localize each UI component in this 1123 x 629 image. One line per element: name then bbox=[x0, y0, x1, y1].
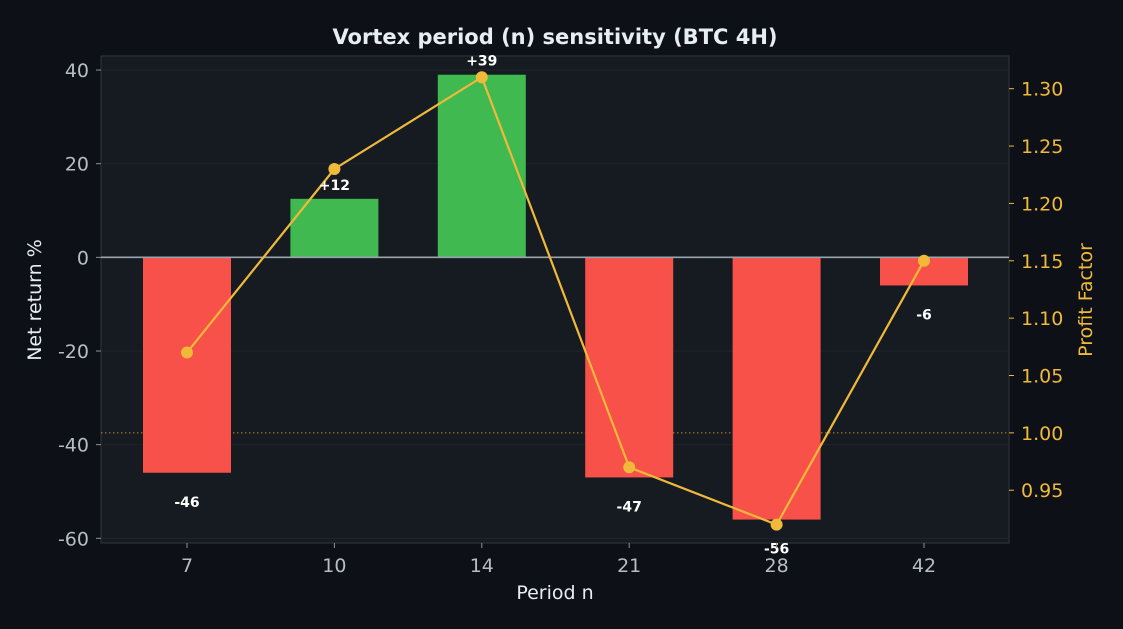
bar-data-label: -46 bbox=[174, 495, 199, 511]
x-tick-label: 21 bbox=[617, 555, 641, 577]
x-tick-label: 28 bbox=[765, 555, 789, 577]
bar-series bbox=[143, 74, 968, 520]
bar bbox=[290, 198, 379, 258]
y-tick-label: 20 bbox=[65, 154, 89, 176]
plot-area bbox=[100, 55, 1010, 544]
bar-data-label: +12 bbox=[319, 178, 350, 194]
left-y-axis-label: Net return % bbox=[24, 239, 46, 361]
y2-tick-label: 0.95 bbox=[1021, 480, 1063, 502]
profit-factor-point bbox=[328, 163, 341, 176]
profit-factor-series bbox=[181, 71, 930, 531]
y-tick-label: 0 bbox=[77, 247, 89, 269]
y2-tick-label: 1.30 bbox=[1021, 79, 1063, 101]
profit-factor-point bbox=[623, 461, 636, 474]
bar bbox=[585, 257, 674, 478]
y-tick-label: -20 bbox=[58, 341, 89, 363]
x-tick-label: 10 bbox=[322, 555, 346, 577]
y2-tick-label: 1.15 bbox=[1021, 251, 1063, 273]
profit-factor-point bbox=[770, 518, 783, 531]
y-tick-label: -60 bbox=[58, 528, 89, 550]
x-tick-label: 42 bbox=[912, 555, 936, 577]
bar-data-label: -56 bbox=[764, 542, 789, 558]
y2-tick-label: 1.10 bbox=[1021, 308, 1063, 330]
left-y-axis-ticks: 40 20 0 -20 -40 -60 bbox=[58, 60, 101, 550]
right-y-axis-label: Profit Factor bbox=[1075, 243, 1097, 357]
y-tick-label: 40 bbox=[65, 60, 89, 82]
y2-tick-label: 1.25 bbox=[1021, 136, 1063, 158]
profit-factor-point bbox=[918, 254, 930, 267]
bar-data-label: -47 bbox=[617, 499, 642, 515]
bar-data-label: -6 bbox=[916, 307, 932, 323]
bar bbox=[143, 257, 231, 473]
y2-tick-label: 1.20 bbox=[1021, 193, 1063, 215]
chart-title: Vortex period (n) sensitivity (BTC 4H) bbox=[332, 25, 777, 49]
x-axis-ticks: 7 10 14 21 28 42 bbox=[181, 543, 936, 577]
profit-factor-line bbox=[186, 75, 925, 527]
x-axis-label: Period n bbox=[516, 582, 593, 604]
x-tick-label: 14 bbox=[470, 555, 494, 577]
profit-factor-point bbox=[475, 71, 488, 84]
y-tick-label: -40 bbox=[58, 435, 89, 457]
bar bbox=[437, 74, 526, 258]
y2-tick-label: 1.00 bbox=[1021, 423, 1063, 445]
bar bbox=[732, 257, 821, 520]
right-y-axis-ticks: 1.30 1.25 1.20 1.15 1.10 1.05 1.00 0.95 bbox=[1009, 79, 1063, 502]
profit-factor-point bbox=[181, 346, 193, 359]
bar-data-label: +39 bbox=[466, 54, 497, 70]
bar-data-labels: -46 +12 +39 -47 -56 -6 bbox=[174, 54, 931, 558]
x-tick-label: 7 bbox=[181, 555, 193, 577]
y2-tick-label: 1.05 bbox=[1021, 366, 1063, 388]
